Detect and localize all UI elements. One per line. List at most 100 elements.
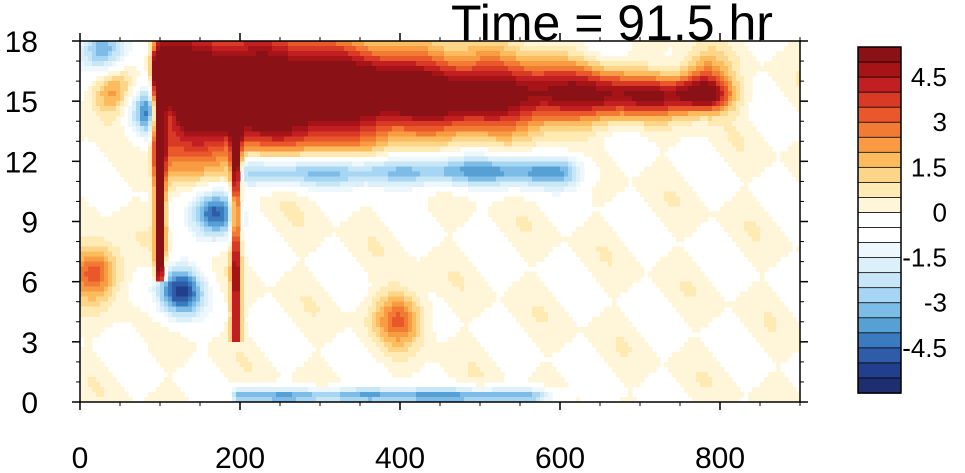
contour-cell — [232, 206, 237, 213]
contour-cell — [268, 96, 273, 102]
contour-cell — [428, 136, 433, 142]
contour-cell — [172, 131, 177, 137]
contour-cell — [552, 76, 557, 82]
contour-cell — [472, 206, 477, 213]
contour-cell — [336, 126, 341, 132]
contour-cell — [736, 81, 741, 87]
contour-cell — [600, 126, 605, 132]
contour-cell — [324, 101, 329, 107]
contour-cell — [592, 186, 597, 193]
contour-cell — [180, 116, 185, 122]
contour-cell — [772, 76, 777, 82]
contour-cell — [720, 61, 725, 67]
contour-cell — [276, 56, 281, 62]
contour-cell — [612, 61, 617, 67]
contour-cell — [736, 211, 741, 218]
contour-cell — [340, 166, 345, 172]
contour-cell — [224, 211, 229, 218]
contour-cell — [192, 111, 197, 117]
contour-cell — [484, 121, 489, 127]
contour-cell — [148, 61, 153, 67]
contour-cell — [104, 141, 109, 147]
contour-cell — [600, 141, 605, 147]
contour-cell — [584, 151, 589, 157]
contour-cell — [512, 106, 517, 112]
contour-cell — [88, 41, 93, 47]
contour-cell — [340, 141, 345, 147]
contour-cell — [352, 41, 357, 47]
contour-cell — [544, 186, 549, 193]
contour-cell — [716, 41, 721, 47]
contour-cell — [340, 91, 345, 97]
contour-cell — [136, 111, 141, 117]
contour-cell — [796, 171, 801, 177]
contour-cell — [228, 101, 233, 107]
contour-cell — [352, 51, 357, 57]
contour-cell — [188, 126, 193, 132]
contour-cell — [272, 166, 277, 172]
contour-cell — [688, 71, 693, 77]
contour-cell — [568, 121, 573, 127]
contour-cell — [124, 171, 129, 177]
contour-cell — [196, 191, 201, 198]
contour-cell — [524, 116, 529, 122]
contour-cell — [536, 161, 541, 167]
contour-cell — [216, 111, 221, 117]
contour-cell — [508, 56, 513, 62]
contour-cell — [584, 111, 589, 117]
contour-cell — [616, 61, 621, 67]
contour-cell — [120, 136, 125, 142]
contour-cell — [540, 136, 545, 142]
contour-cell — [404, 116, 409, 122]
contour-cell — [464, 51, 469, 57]
contour-cell — [568, 101, 573, 107]
contour-cell — [540, 141, 545, 147]
contour-cell — [688, 111, 693, 117]
contour-cell — [660, 96, 665, 102]
contour-cell — [264, 151, 269, 157]
contour-cell — [208, 146, 213, 152]
contour-cell — [88, 206, 93, 213]
contour-cell — [628, 71, 633, 77]
contour-cell — [360, 116, 365, 122]
contour-cell — [200, 51, 205, 57]
contour-cell — [676, 106, 681, 112]
contour-cell — [456, 111, 461, 117]
contour-cell — [536, 176, 541, 182]
contour-cell — [308, 201, 313, 208]
contour-cell — [164, 61, 169, 67]
contour-cell — [680, 176, 685, 182]
contour-cell — [440, 91, 445, 97]
contour-cell — [604, 196, 609, 203]
contour-cell — [92, 96, 97, 102]
contour-cell — [404, 156, 409, 162]
contour-cell — [284, 56, 289, 62]
contour-cell — [304, 136, 309, 142]
contour-cell — [380, 66, 385, 72]
contour-cell — [436, 46, 441, 52]
contour-cell — [372, 161, 377, 167]
contour-cell — [188, 56, 193, 62]
contour-cell — [164, 101, 169, 107]
contour-cell — [132, 206, 137, 213]
contour-cell — [304, 51, 309, 57]
contour-cell — [596, 186, 601, 193]
contour-cell — [204, 66, 209, 72]
contour-cell — [208, 66, 213, 72]
contour-cell — [720, 46, 725, 52]
contour-cell — [264, 176, 269, 182]
contour-cell — [260, 151, 265, 157]
contour-cell — [136, 156, 141, 162]
contour-cell — [176, 181, 181, 187]
contour-cell — [688, 46, 693, 52]
contour-cell — [240, 66, 245, 72]
contour-cell — [272, 131, 277, 137]
contour-cell — [400, 131, 405, 137]
contour-cell — [376, 61, 381, 67]
contour-cell — [260, 76, 265, 82]
contour-cell — [636, 46, 641, 52]
contour-cell — [228, 51, 233, 57]
contour-cell — [660, 111, 665, 117]
contour-cell — [748, 66, 753, 72]
contour-cell — [232, 126, 237, 132]
